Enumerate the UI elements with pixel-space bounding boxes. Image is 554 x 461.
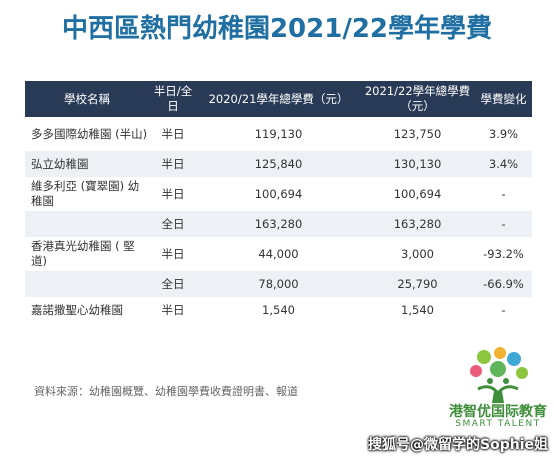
tuition-fee-table: 學校名稱 半日/全日 2020/21學年總學費（元） 2021/22學年總學費（… — [25, 81, 532, 323]
table-row: 全日 78,000 25,790 -66.9% — [25, 271, 532, 297]
source-note: 資料來源：幼稚園概覽、幼稚園學費收費證明書、報道 — [34, 385, 298, 398]
cell-mode: 全日 — [149, 271, 197, 297]
table-header-row: 學校名稱 半日/全日 2020/21學年總學費（元） 2021/22學年總學費（… — [25, 81, 532, 117]
cell-change: - — [475, 297, 532, 323]
logo-name: 港智优国际教育 — [449, 404, 547, 420]
header-school: 學校名稱 — [25, 81, 149, 117]
cell-change: -93.2% — [475, 237, 532, 271]
page-title: 中西區熱門幼稚園2021/22學年學費 — [61, 14, 493, 44]
cell-fee-2020: 125,840 — [197, 151, 360, 177]
table-row: 嘉諾撒聖心幼稚園 半日 1,540 1,540 - — [25, 297, 532, 323]
cell-mode: 半日 — [149, 177, 197, 211]
cell-fee-2021: 100,694 — [360, 177, 475, 211]
cell-fee-2021: 163,280 — [360, 211, 475, 237]
cell-fee-2020: 44,000 — [197, 237, 360, 271]
cell-school: 弘立幼稚園 — [25, 151, 149, 177]
cell-fee-2021: 123,750 — [360, 117, 475, 151]
cell-mode: 半日 — [149, 297, 197, 323]
cell-fee-2020: 78,000 — [197, 271, 360, 297]
cell-mode: 半日 — [149, 237, 197, 271]
header-fee-2020: 2020/21學年總學費（元） — [197, 81, 360, 117]
cell-change: - — [475, 211, 532, 237]
cell-fee-2021: 3,000 — [360, 237, 475, 271]
watermark: 搜狐号@微留学的Sophie姐 — [368, 437, 548, 453]
cell-fee-2020: 100,694 — [197, 177, 360, 211]
cell-fee-2020: 119,130 — [197, 117, 360, 151]
table-row: 全日 163,280 163,280 - — [25, 211, 532, 237]
table-row: 多多國際幼稚園 (半山) 半日 119,130 123,750 3.9% — [25, 117, 532, 151]
cell-mode: 全日 — [149, 211, 197, 237]
header-mode: 半日/全日 — [149, 81, 197, 117]
cell-school: 維多利亞 (寶翠園) 幼稚園 — [25, 177, 149, 211]
table-row: 弘立幼稚園 半日 125,840 130,130 3.4% — [25, 151, 532, 177]
header-fee-2021: 2021/22學年總學費（元） — [360, 81, 475, 117]
cell-school — [25, 271, 149, 297]
cell-fee-2020: 1,540 — [197, 297, 360, 323]
table-row: 香港真光幼稚園 ( 堅道) 半日 44,000 3,000 -93.2% — [25, 237, 532, 271]
cell-change: 3.9% — [475, 117, 532, 151]
cell-change: 3.4% — [475, 151, 532, 177]
cell-school: 嘉諾撒聖心幼稚園 — [25, 297, 149, 323]
table-row: 維多利亞 (寶翠園) 幼稚園 半日 100,694 100,694 - — [25, 177, 532, 211]
cell-mode: 半日 — [149, 117, 197, 151]
cell-school — [25, 211, 149, 237]
cell-fee-2021: 1,540 — [360, 297, 475, 323]
cell-mode: 半日 — [149, 151, 197, 177]
cell-fee-2021: 130,130 — [360, 151, 475, 177]
cell-fee-2020: 163,280 — [197, 211, 360, 237]
cell-change: - — [475, 177, 532, 211]
logo-english: SMART TALENT — [455, 419, 541, 429]
cell-school: 香港真光幼稚園 ( 堅道) — [25, 237, 149, 271]
cell-fee-2021: 25,790 — [360, 271, 475, 297]
cell-change: -66.9% — [475, 271, 532, 297]
header-change: 學費變化 — [475, 81, 532, 117]
cell-school: 多多國際幼稚園 (半山) — [25, 117, 149, 151]
tree-icon — [470, 347, 528, 403]
